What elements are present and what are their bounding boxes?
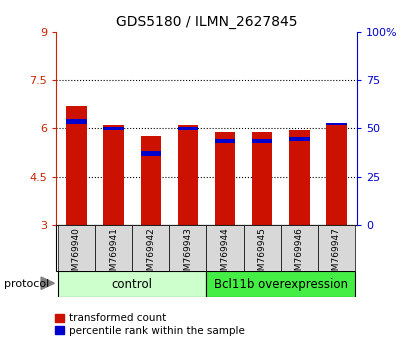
Bar — [289, 130, 310, 225]
Text: GSM769943: GSM769943 — [183, 227, 193, 282]
Bar — [66, 106, 87, 225]
Bar — [178, 127, 198, 130]
Bar — [103, 127, 124, 130]
Text: GSM769940: GSM769940 — [72, 227, 81, 282]
Bar — [58, 271, 207, 297]
Legend: transformed count, percentile rank within the sample: transformed count, percentile rank withi… — [55, 313, 244, 336]
Bar — [244, 225, 281, 271]
Text: GSM769941: GSM769941 — [109, 227, 118, 282]
Text: Bcl11b overexpression: Bcl11b overexpression — [214, 278, 348, 291]
Bar — [215, 132, 235, 225]
Bar — [207, 271, 355, 297]
Bar — [289, 137, 310, 141]
Bar — [178, 125, 198, 225]
Text: control: control — [112, 278, 153, 291]
Bar — [95, 225, 132, 271]
Bar — [207, 225, 244, 271]
Bar — [215, 139, 235, 143]
Bar — [281, 225, 318, 271]
Polygon shape — [41, 277, 54, 290]
Bar — [252, 132, 272, 225]
Bar — [141, 152, 161, 156]
Text: GSM769944: GSM769944 — [220, 227, 229, 282]
Bar — [103, 125, 124, 225]
Bar — [318, 225, 355, 271]
Title: GDS5180 / ILMN_2627845: GDS5180 / ILMN_2627845 — [116, 16, 297, 29]
Bar — [326, 122, 347, 125]
Bar — [58, 225, 95, 271]
Bar — [252, 139, 272, 143]
Bar — [132, 225, 169, 271]
Text: GSM769946: GSM769946 — [295, 227, 304, 282]
Text: GSM769945: GSM769945 — [258, 227, 267, 282]
Text: protocol: protocol — [4, 279, 49, 289]
Bar — [326, 124, 347, 225]
Bar — [66, 119, 87, 124]
Text: GSM769947: GSM769947 — [332, 227, 341, 282]
Text: GSM769942: GSM769942 — [146, 227, 155, 282]
Bar — [141, 136, 161, 225]
Bar — [169, 225, 206, 271]
